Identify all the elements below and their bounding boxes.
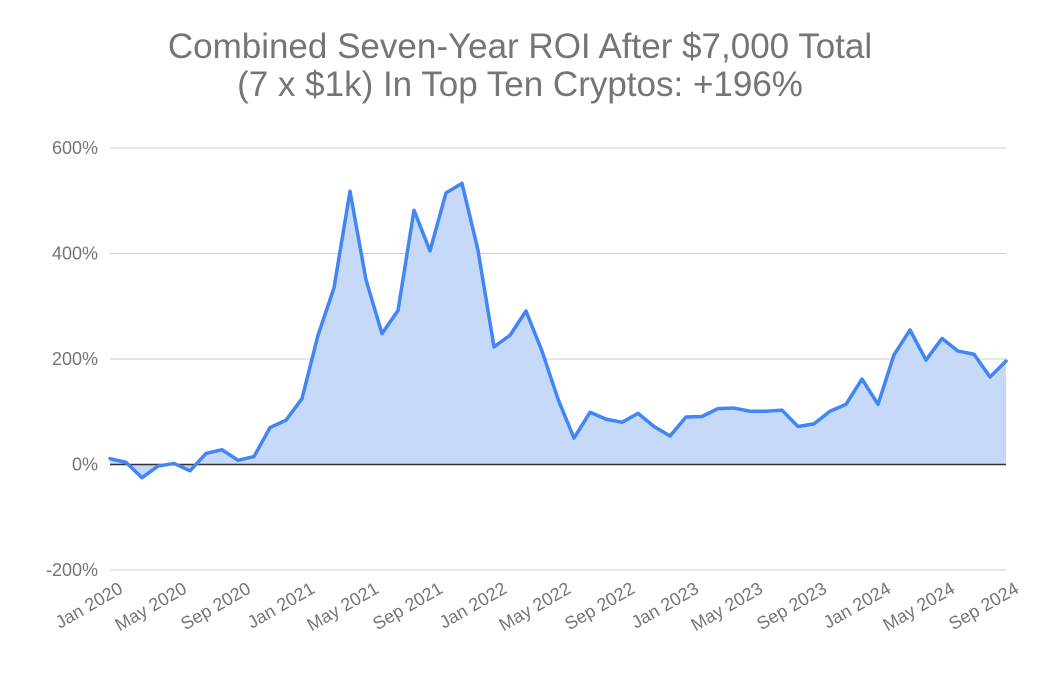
- data-point: [348, 189, 352, 193]
- data-point: [764, 409, 768, 413]
- data-point: [556, 397, 560, 401]
- data-point: [508, 333, 512, 337]
- data-point: [172, 461, 176, 465]
- data-point: [252, 455, 256, 459]
- data-point: [604, 417, 608, 421]
- data-point: [796, 425, 800, 429]
- data-point: [668, 434, 672, 438]
- data-point: [124, 460, 128, 464]
- data-point: [156, 464, 160, 468]
- data-point: [620, 420, 624, 424]
- data-point: [460, 181, 464, 185]
- data-point: [924, 358, 928, 362]
- data-point: [332, 286, 336, 290]
- data-point: [860, 377, 864, 381]
- gridlines: [110, 147, 1006, 571]
- x-tick-label: Sep 2020: [177, 578, 254, 634]
- x-tick-label: May 2021: [304, 578, 382, 635]
- chart-title-line-2: (7 x $1k) In Top Ten Cryptos: +196%: [237, 65, 803, 104]
- data-point: [412, 208, 416, 212]
- data-point: [236, 458, 240, 462]
- data-point: [364, 278, 368, 282]
- data-point: [940, 336, 944, 340]
- series-area: [110, 183, 1006, 478]
- data-point: [188, 469, 192, 473]
- data-point: [572, 436, 576, 440]
- data-point: [540, 349, 544, 353]
- series-line: [108, 181, 1008, 480]
- y-tick-label: 0%: [72, 455, 98, 475]
- data-point: [444, 191, 448, 195]
- data-point: [716, 407, 720, 411]
- data-point: [748, 409, 752, 413]
- data-point: [732, 406, 736, 410]
- data-point: [988, 375, 992, 379]
- x-tick-label: Sep 2022: [561, 578, 638, 634]
- data-point: [476, 248, 480, 252]
- x-tick-label: May 2022: [496, 578, 574, 635]
- data-point: [220, 448, 224, 452]
- data-point: [828, 409, 832, 413]
- data-point: [108, 457, 112, 461]
- data-point: [652, 425, 656, 429]
- data-point: [684, 415, 688, 419]
- y-axis-ticks: -200% 0% 200% 400% 600%: [46, 138, 98, 580]
- x-tick-label: May 2020: [112, 578, 190, 635]
- data-point: [492, 345, 496, 349]
- x-tick-label: Sep 2024: [945, 578, 1022, 634]
- data-point: [428, 249, 432, 253]
- chart-title: Combined Seven-Year ROI After $7,000 Tot…: [0, 28, 1040, 104]
- data-point: [316, 333, 320, 337]
- data-point: [972, 352, 976, 356]
- x-tick-label: May 2024: [880, 578, 958, 635]
- y-tick-label: 200%: [52, 349, 98, 369]
- y-tick-label: 600%: [52, 138, 98, 158]
- series-line-layer: [108, 181, 1008, 480]
- data-point: [844, 402, 848, 406]
- data-point: [204, 451, 208, 455]
- x-tick-label: Sep 2021: [369, 578, 446, 634]
- data-point: [268, 426, 272, 430]
- data-point: [1004, 359, 1008, 363]
- data-point: [380, 332, 384, 336]
- data-point: [284, 418, 288, 422]
- data-point: [396, 308, 400, 312]
- data-point: [812, 422, 816, 426]
- data-point: [956, 349, 960, 353]
- series-area-layer: [110, 183, 1006, 478]
- chart-title-line-1: Combined Seven-Year ROI After $7,000 Tot…: [167, 27, 873, 66]
- data-point: [876, 402, 880, 406]
- x-tick-label: Sep 2023: [753, 578, 830, 634]
- data-point: [780, 408, 784, 412]
- y-tick-label: -200%: [46, 560, 98, 580]
- data-point: [140, 476, 144, 480]
- data-point: [300, 397, 304, 401]
- data-point: [908, 328, 912, 332]
- data-point: [524, 309, 528, 313]
- data-point: [636, 411, 640, 415]
- data-point: [700, 414, 704, 418]
- x-tick-label: May 2023: [688, 578, 766, 635]
- y-tick-label: 400%: [52, 244, 98, 264]
- data-point: [892, 353, 896, 357]
- data-point: [588, 410, 592, 414]
